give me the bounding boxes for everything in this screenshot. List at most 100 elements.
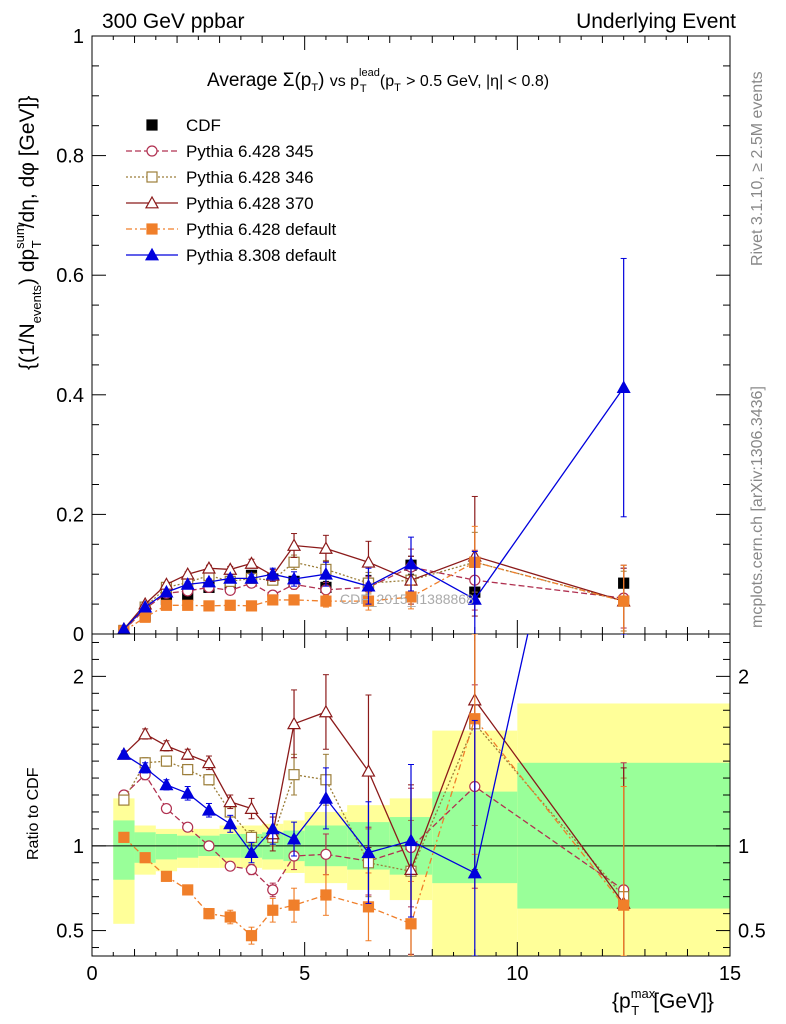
chart-title: Average Σ(pT) vs plead T (pT > 0.5 GeV, |… bbox=[207, 67, 549, 97]
legend-label: Pythia 6.428 370 bbox=[186, 194, 314, 213]
data-point bbox=[287, 571, 302, 585]
data-point bbox=[403, 833, 419, 847]
data-point bbox=[224, 911, 236, 923]
data-point bbox=[201, 755, 216, 769]
mcplots-label: mcplots.cern.ch [arXiv:1306.3436] bbox=[749, 386, 766, 628]
ratio-panel: 0.5 0.5 1 1 2 2 0 5 10 15 bbox=[56, 633, 766, 985]
data-point bbox=[159, 738, 174, 752]
data-point bbox=[180, 747, 195, 760]
data-point bbox=[224, 860, 236, 872]
data-point bbox=[203, 908, 215, 920]
ratio-y-tick-label: 2 bbox=[73, 666, 84, 688]
data-point bbox=[182, 884, 194, 896]
legend-item: CDF bbox=[146, 116, 221, 135]
x-tick-label: 0 bbox=[86, 963, 97, 985]
data-point bbox=[223, 816, 238, 830]
legend-label: Pythia 8.308 default bbox=[186, 246, 337, 265]
data-point bbox=[288, 899, 300, 911]
y-tick-label: 0.6 bbox=[56, 265, 84, 287]
data-point bbox=[318, 541, 333, 554]
series-line bbox=[123, 561, 624, 632]
data-point bbox=[405, 591, 417, 603]
data-point bbox=[618, 899, 630, 911]
series-line bbox=[123, 544, 624, 630]
data-point bbox=[117, 621, 131, 634]
data-point bbox=[139, 611, 151, 623]
data-point bbox=[160, 755, 173, 767]
data-point bbox=[203, 774, 215, 786]
legend-item: Pythia 6.428 370 bbox=[126, 194, 314, 213]
x-tick-label: 15 bbox=[719, 963, 741, 985]
data-point bbox=[267, 594, 279, 606]
data-point bbox=[118, 831, 130, 843]
data-point bbox=[616, 380, 631, 394]
data-point bbox=[361, 578, 376, 592]
data-point bbox=[160, 802, 173, 815]
legend: CDF Pythia 6.428 345 Pythia 6.428 346 Pythi… bbox=[126, 116, 337, 265]
data-point bbox=[118, 794, 130, 806]
y-tick-label: 1 bbox=[73, 26, 84, 48]
data-point bbox=[201, 803, 216, 816]
data-point bbox=[245, 831, 258, 843]
legend-item: Pythia 6.428 default bbox=[126, 220, 337, 239]
rivet-label: Rivet 3.1.10, ≥ 2.5M events bbox=[749, 71, 766, 266]
header-right: Underlying Event bbox=[576, 10, 736, 33]
data-point bbox=[244, 801, 259, 814]
data-point bbox=[201, 574, 216, 588]
data-point bbox=[288, 556, 300, 568]
data-point bbox=[287, 538, 302, 551]
data-point bbox=[405, 918, 417, 930]
legend-label: CDF bbox=[186, 116, 221, 135]
header-left: 300 GeV ppbar bbox=[102, 10, 244, 33]
series-line bbox=[123, 566, 624, 631]
data-point bbox=[201, 560, 216, 574]
x-tick-label: 5 bbox=[299, 963, 310, 985]
data-point bbox=[245, 600, 258, 612]
data-point bbox=[320, 848, 332, 860]
data-point bbox=[245, 863, 258, 876]
data-point bbox=[182, 821, 194, 833]
data-point bbox=[361, 555, 376, 568]
ratio-y-tick-label: 1 bbox=[73, 836, 84, 858]
data-point bbox=[244, 571, 259, 584]
series-line bbox=[123, 387, 625, 630]
data-point bbox=[244, 556, 259, 569]
data-point bbox=[244, 845, 259, 859]
data-point bbox=[182, 599, 194, 611]
ratio-ylabel: Ratio to CDF bbox=[25, 767, 42, 860]
y-tick-label: 0.2 bbox=[56, 504, 84, 526]
watermark: CDF_2015_I1388868 bbox=[340, 591, 474, 607]
data-point bbox=[287, 716, 302, 730]
legend-marker bbox=[146, 145, 158, 157]
data-point bbox=[318, 791, 333, 804]
data-point bbox=[618, 595, 630, 607]
data-point bbox=[139, 852, 151, 864]
data-point bbox=[138, 760, 153, 774]
main-panel: 0 0.2 0.4 0.6 0.8 1 bbox=[56, 26, 731, 646]
data-point bbox=[180, 786, 195, 799]
data-point bbox=[265, 566, 280, 580]
x-axis-label: {pmax T [GeV]} bbox=[612, 986, 714, 1018]
data-point bbox=[138, 726, 153, 740]
data-point bbox=[320, 595, 332, 607]
data-point bbox=[467, 865, 482, 879]
band-inner bbox=[177, 835, 199, 858]
data-point bbox=[288, 769, 300, 781]
data-point bbox=[138, 599, 153, 613]
legend-marker bbox=[144, 247, 160, 261]
data-point bbox=[159, 777, 174, 791]
ratio-y-tick-label-right: 2 bbox=[738, 666, 749, 688]
ratio-y-tick-label-right: 0.5 bbox=[738, 921, 766, 943]
data-point bbox=[318, 704, 333, 718]
series-pythia-6-428-default bbox=[118, 634, 630, 956]
legend-marker bbox=[146, 223, 158, 235]
data-point bbox=[361, 764, 376, 777]
data-point bbox=[287, 831, 302, 845]
data-point bbox=[182, 763, 194, 776]
series-pythia-8-308-default bbox=[117, 257, 631, 634]
data-point bbox=[361, 845, 376, 859]
data-point bbox=[245, 930, 258, 942]
data-point bbox=[318, 566, 333, 580]
